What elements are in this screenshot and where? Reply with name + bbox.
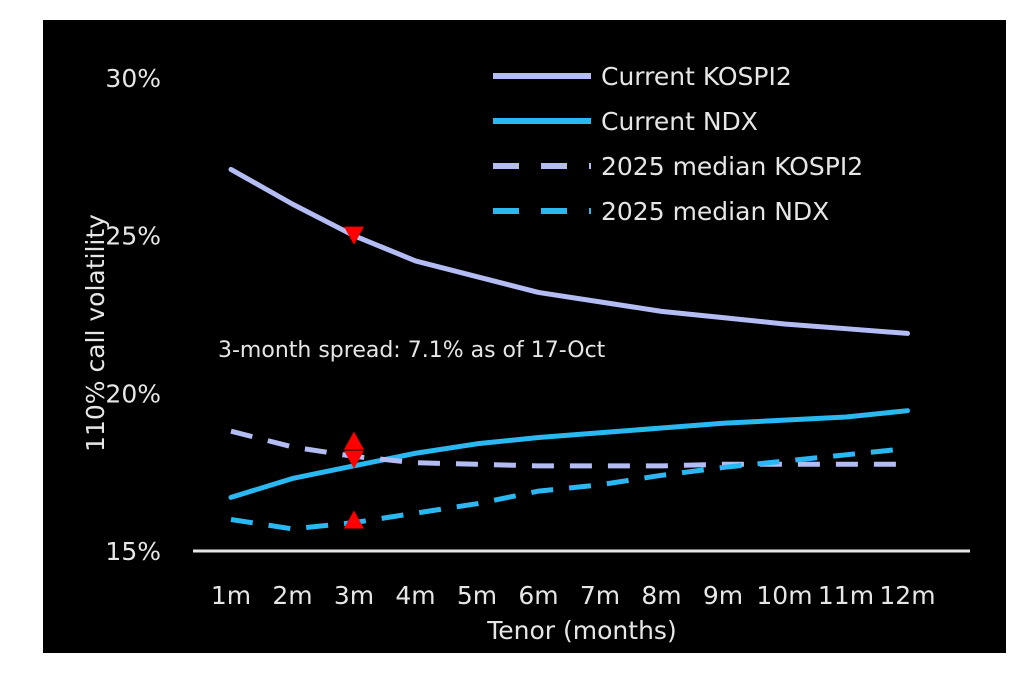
x-tick-label: 2m	[272, 581, 312, 610]
markers-layer	[344, 226, 364, 529]
x-tick-label: 5m	[457, 581, 497, 610]
x-tick-label: 4m	[395, 581, 435, 610]
marker-triangle-up	[344, 510, 364, 529]
x-tick-label: 6m	[518, 581, 558, 610]
legend-label-2025-median-kospi2: 2025 median KOSPI2	[601, 152, 863, 181]
x-tick-label: 12m	[879, 581, 935, 610]
y-tick-labels: 15% 20% 25% 30%	[105, 64, 161, 566]
x-tick-label: 8m	[641, 581, 681, 610]
legend-label-2025-median-ndx: 2025 median NDX	[601, 197, 829, 226]
series-line-2025-median-ndx	[230, 446, 908, 532]
x-tick-label: 10m	[756, 581, 812, 610]
marker-triangle-down	[344, 226, 364, 245]
x-tick-label: 7m	[580, 581, 620, 610]
legend: Current KOSPI2 Current NDX 2025 median KOS…	[493, 62, 863, 226]
series-layer	[228, 166, 910, 532]
marker-triangle-down	[344, 450, 364, 469]
x-axis-title: Tenor (months)	[486, 616, 676, 645]
marker-triangle-up	[344, 431, 364, 450]
y-tick-label: 15%	[105, 537, 161, 566]
x-tick-label: 9m	[703, 581, 743, 610]
x-tick-label: 3m	[334, 581, 374, 610]
x-tick-label: 11m	[818, 581, 874, 610]
chart-svg: 15% 20% 25% 30% 1m 2m 3m 4m 5m 6m 7m 8m 9m 10m 11m 12m…	[81, 62, 970, 645]
legend-label-current-ndx: Current NDX	[601, 107, 758, 136]
y-tick-label: 25%	[105, 222, 161, 251]
x-tick-label: 1m	[211, 581, 251, 610]
series-line-2025-median-kospi2	[230, 428, 908, 469]
series-line-current-kospi2	[228, 166, 910, 336]
x-tick-labels: 1m 2m 3m 4m 5m 6m 7m 8m 9m 10m 11m 12m	[211, 581, 936, 610]
legend-label-current-kospi2: Current KOSPI2	[601, 62, 792, 91]
y-axis-title: 110% call volatility	[81, 214, 110, 452]
spread-annotation: 3-month spread: 7.1% as of 17-Oct	[218, 338, 606, 363]
series-line-current-ndx	[228, 408, 910, 500]
y-tick-label: 20%	[105, 379, 161, 408]
y-tick-label: 30%	[105, 64, 161, 93]
chart-panel: 15% 20% 25% 30% 1m 2m 3m 4m 5m 6m 7m 8m 9m 10m 11m 12m…	[43, 20, 1006, 653]
